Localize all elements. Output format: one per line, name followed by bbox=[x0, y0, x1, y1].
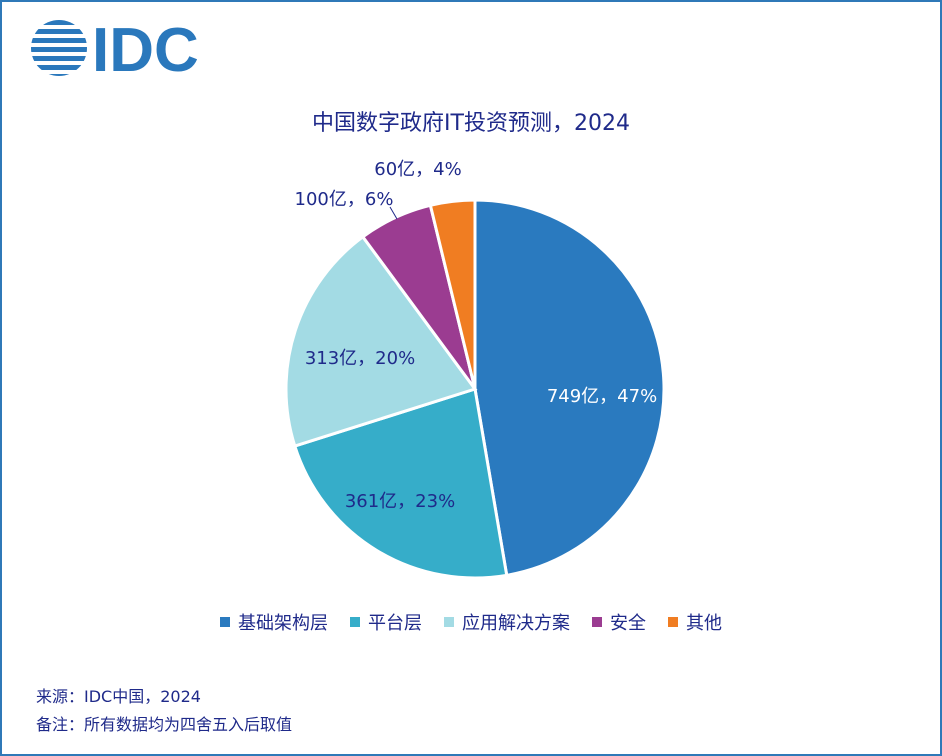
data-label-2: 361亿，23% bbox=[345, 491, 455, 512]
chart-title: 中国数字政府IT投资预测，2024 bbox=[312, 111, 630, 136]
legend-item-2: 平台层 bbox=[350, 609, 422, 635]
legend-swatch bbox=[220, 617, 230, 627]
legend-label: 基础架构层 bbox=[238, 613, 328, 634]
legend-label: 其他 bbox=[686, 613, 722, 634]
pie-slice-5 bbox=[428, 198, 477, 390]
pie-chart: 749亿，47% 361亿，23% 313亿，20% 100亿，6% 60亿，4% bbox=[284, 159, 666, 580]
pie-slice-3 bbox=[284, 234, 478, 448]
legend-swatch bbox=[668, 617, 678, 627]
legend-item-5: 其他 bbox=[668, 609, 722, 635]
idc-logo: IDC bbox=[31, 18, 199, 78]
data-label-1: 749亿，47% bbox=[547, 386, 657, 407]
rounding-note: 备注：所有数据均为四舍五入后取值 bbox=[36, 715, 293, 734]
legend-label: 应用解决方案 bbox=[462, 613, 570, 634]
data-label-3: 313亿，20% bbox=[305, 348, 415, 369]
legend-label: 平台层 bbox=[368, 613, 422, 634]
legend-swatch bbox=[350, 617, 360, 627]
legend-item-3: 应用解决方案 bbox=[444, 609, 570, 635]
pie-slice-1 bbox=[473, 198, 666, 578]
source-note: 来源：IDC中国，2024 bbox=[36, 687, 201, 706]
pie-slice-2 bbox=[292, 387, 509, 580]
legend-label: 安全 bbox=[610, 613, 646, 634]
legend-swatch bbox=[444, 617, 454, 627]
legend-swatch bbox=[592, 617, 602, 627]
leader-line bbox=[389, 206, 398, 220]
idc-logo-text: IDC bbox=[92, 18, 199, 78]
legend-item-1: 基础架构层 bbox=[220, 609, 328, 635]
legend-item-4: 安全 bbox=[592, 609, 646, 635]
data-label-5: 60亿，4% bbox=[374, 159, 461, 180]
data-label-4: 100亿，6% bbox=[295, 189, 394, 210]
chart-legend: 基础架构层 平台层 应用解决方案 安全 其他 bbox=[2, 609, 940, 635]
idc-globe-icon bbox=[31, 20, 87, 76]
